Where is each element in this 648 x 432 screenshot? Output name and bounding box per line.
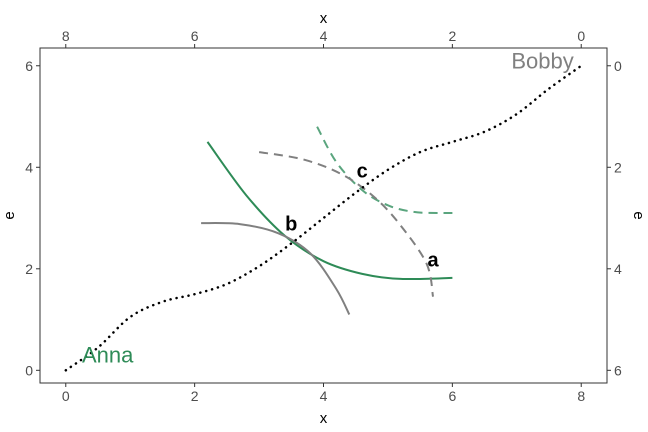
- point-label-b: b: [285, 214, 297, 236]
- y-tick-label: 0: [25, 362, 33, 378]
- x-tick-label: 8: [577, 388, 585, 404]
- name-label-bobby: Bobby: [511, 48, 573, 73]
- curve-diagonal-dotted: [64, 64, 583, 372]
- top-tick-label: 6: [191, 28, 199, 44]
- curve-anna-solid: [206, 141, 453, 281]
- curve-bobby-solid: [201, 222, 351, 315]
- x-tick-label: 6: [448, 388, 456, 404]
- right-tick-label: 0: [614, 58, 622, 74]
- top-tick-label: 2: [448, 28, 456, 44]
- x-tick-label: 2: [191, 388, 199, 404]
- top-tick-label: 0: [577, 28, 585, 44]
- curve-bobby-dashed: [258, 151, 434, 297]
- right-tick-label: 6: [614, 362, 622, 378]
- y-tick-label: 6: [25, 58, 33, 74]
- x-tick-label: 4: [320, 388, 328, 404]
- point-label-a: a: [427, 249, 439, 271]
- top-tick-label: 4: [320, 28, 328, 44]
- curve-anna-dashed: [316, 126, 453, 215]
- top-tick-label: 8: [62, 28, 70, 44]
- x-tick-label: 0: [62, 388, 70, 404]
- y-axis-title-left: e: [1, 211, 18, 219]
- right-tick-label: 2: [614, 159, 622, 175]
- x-axis-title-top: x: [320, 10, 328, 27]
- y-tick-label: 2: [25, 261, 33, 277]
- y-tick-label: 4: [25, 159, 33, 175]
- right-tick-label: 4: [614, 261, 622, 277]
- y-axis-title-right: e: [630, 211, 647, 219]
- name-label-anna: Anna: [82, 343, 134, 368]
- point-label-c: c: [357, 160, 368, 182]
- x-axis-title-bottom: x: [320, 410, 328, 427]
